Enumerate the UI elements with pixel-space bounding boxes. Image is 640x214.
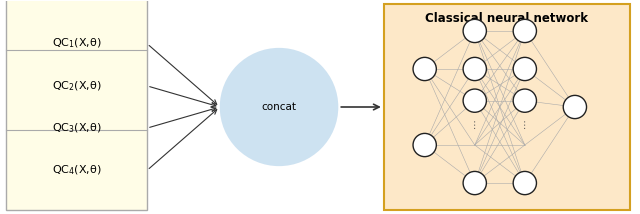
Ellipse shape (513, 19, 536, 43)
FancyBboxPatch shape (6, 0, 147, 211)
Text: QC$_1$(X,θ): QC$_1$(X,θ) (52, 37, 101, 51)
Text: QC$_2$(X,θ): QC$_2$(X,θ) (52, 79, 101, 93)
Ellipse shape (413, 133, 436, 157)
Ellipse shape (463, 89, 486, 112)
Text: QC$_4$(X,θ): QC$_4$(X,θ) (52, 163, 101, 177)
Ellipse shape (220, 48, 339, 166)
Text: QC$_3$(X,θ): QC$_3$(X,θ) (52, 121, 101, 135)
Ellipse shape (513, 171, 536, 195)
Text: Classical neural network: Classical neural network (425, 12, 588, 25)
Ellipse shape (463, 171, 486, 195)
Ellipse shape (413, 57, 436, 81)
Ellipse shape (563, 95, 586, 119)
Text: concat: concat (262, 102, 296, 112)
FancyBboxPatch shape (384, 3, 630, 211)
Ellipse shape (463, 57, 486, 81)
Ellipse shape (513, 89, 536, 112)
Text: ⋯: ⋯ (470, 118, 480, 128)
Text: ⋯: ⋯ (520, 118, 530, 128)
Ellipse shape (463, 19, 486, 43)
Ellipse shape (513, 57, 536, 81)
